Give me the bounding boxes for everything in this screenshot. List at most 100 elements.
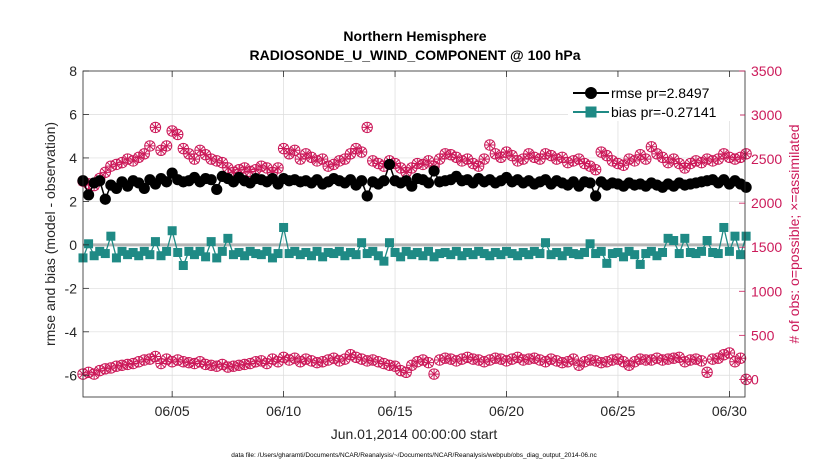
bias-point	[111, 253, 121, 263]
assimilated-obs-point	[323, 354, 334, 365]
assimilated-marker-upper	[178, 143, 189, 154]
assimilated-obs-ring	[734, 352, 747, 364]
assimilated-marker-upper-glyph	[395, 162, 406, 173]
assimilated-obs-ring	[250, 356, 262, 368]
assimilated-marker-upper-glyph	[724, 152, 735, 163]
assimilated-obs-ring	[244, 357, 256, 370]
assimilated-marker-upper-glyph	[635, 149, 646, 160]
bias-point	[451, 246, 461, 256]
assimilated-marker-upper	[273, 162, 284, 173]
assimilated-marker-upper	[724, 152, 735, 163]
assimilated-marker-upper-glyph	[607, 155, 618, 166]
assimilated-obs-ring	[656, 354, 669, 366]
assimilated-obs-ring	[177, 356, 190, 368]
assimilated-obs-ring	[300, 353, 312, 365]
bias-point	[384, 238, 394, 248]
assimilated-marker-upper	[618, 160, 629, 171]
assimilated-marker-upper	[640, 154, 651, 165]
bias-point	[373, 251, 383, 261]
assimilated-obs-point-glyph	[456, 354, 467, 365]
bias-point	[674, 249, 684, 259]
y2-tick-label: 3500	[751, 63, 782, 79]
assimilated-obs-ring	[584, 354, 596, 366]
assimilated-obs-ring	[138, 354, 150, 366]
assimilated-obs-point	[429, 369, 440, 380]
assimilated-obs-point-glyph	[356, 354, 367, 365]
rmse-point	[740, 181, 752, 193]
assimilated-marker-upper	[590, 164, 601, 175]
assimilated-obs-ring	[355, 353, 368, 365]
assimilated-obs-point-glyph	[167, 356, 178, 367]
assimilated-obs-ring	[289, 352, 301, 364]
assimilated-marker-upper-glyph	[351, 143, 362, 154]
assimilated-obs-ring	[695, 355, 708, 367]
assimilated-marker-upper	[367, 155, 378, 166]
assimilated-marker-upper	[306, 152, 317, 163]
y2-tick-label: 0	[751, 371, 759, 387]
assimilated-marker-upper	[284, 148, 295, 159]
bias-point	[624, 246, 634, 256]
assimilated-obs-point	[133, 356, 144, 367]
assimilated-marker-upper	[172, 129, 183, 140]
bias-point	[273, 249, 283, 259]
chart-subtitle: RADIOSONDE_U_WIND_COMPONENT @ 100 hPa	[249, 47, 580, 63]
assimilated-obs-point	[551, 355, 562, 366]
possible-obs-point	[188, 153, 201, 165]
assimilated-marker-upper	[378, 161, 389, 172]
assimilated-obs-ring	[456, 353, 468, 365]
assimilated-marker-upper	[406, 162, 417, 173]
assimilated-marker-upper	[401, 167, 412, 178]
bias-point	[156, 251, 166, 261]
assimilated-marker-upper-glyph	[646, 141, 657, 152]
bias-point	[189, 250, 199, 260]
y2-tick-label: 2500	[751, 151, 782, 167]
bias-point	[134, 251, 144, 261]
assimilated-obs-point-glyph	[624, 360, 635, 371]
assimilated-obs-ring	[372, 356, 385, 368]
bias-point	[206, 237, 216, 247]
assimilated-marker-upper	[635, 149, 646, 160]
assimilated-marker-upper-glyph	[206, 154, 217, 165]
assimilated-obs-point-glyph	[273, 356, 284, 367]
bias-point	[685, 247, 695, 257]
bias-point	[251, 249, 261, 259]
assimilated-obs-ring	[718, 349, 730, 361]
assimilated-obs-ring	[690, 353, 702, 365]
bias-point	[602, 258, 612, 268]
assimilated-obs-ring	[266, 353, 279, 365]
assimilated-marker-upper	[440, 148, 451, 159]
bias-point	[223, 233, 233, 243]
assimilated-marker-upper	[362, 122, 373, 133]
assimilated-marker-upper	[117, 157, 128, 168]
bias-point	[379, 256, 389, 266]
assimilated-obs-point-glyph	[735, 353, 746, 364]
bias-point	[485, 251, 495, 261]
assimilated-obs-ring	[305, 355, 318, 367]
bias-point	[518, 247, 528, 257]
assimilated-obs-point	[406, 360, 417, 371]
assimilated-obs-ring	[166, 356, 178, 368]
assimilated-marker-upper	[490, 148, 501, 159]
assimilated-obs-point-glyph	[741, 374, 752, 385]
assimilated-obs-point	[284, 354, 295, 365]
assimilated-obs-ring	[322, 354, 334, 366]
assimilated-obs-ring	[283, 354, 295, 366]
assimilated-marker-upper-glyph	[183, 148, 194, 159]
assimilated-marker-upper-glyph	[150, 122, 161, 133]
assimilated-obs-point	[507, 354, 518, 365]
data-file-footnote: data file: /Users/gharamti/Documents/NCA…	[231, 452, 597, 459]
assimilated-obs-point	[573, 360, 584, 371]
assimilated-obs-ring	[545, 353, 557, 365]
bias-point	[117, 246, 127, 256]
bias-line	[82, 227, 747, 268]
assimilated-obs-point	[167, 356, 178, 367]
assimilated-marker-upper-glyph	[741, 148, 752, 159]
assimilated-obs-point	[156, 358, 167, 369]
y2-tick-label: 2000	[751, 195, 782, 211]
assimilated-obs-point	[624, 360, 635, 371]
bias-point	[635, 259, 645, 269]
assimilated-marker-upper-glyph	[172, 129, 183, 140]
rmse-point	[138, 182, 150, 194]
assimilated-obs-ring	[188, 357, 201, 370]
assimilated-marker-upper-glyph	[200, 149, 211, 160]
